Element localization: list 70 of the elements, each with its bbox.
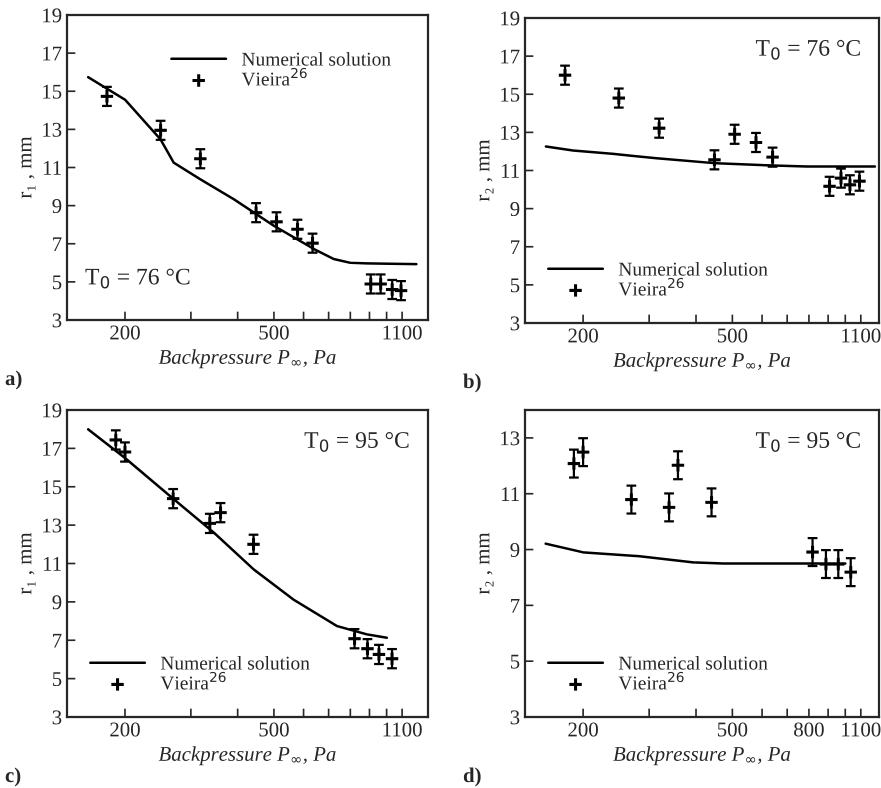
y-tick-label: 19 — [43, 403, 62, 418]
y-tick-label: 17 — [43, 442, 62, 456]
y-tick-label: 11 — [44, 556, 61, 571]
y-tick-label: 3 — [510, 710, 520, 724]
y-tick-label: 13 — [501, 431, 520, 446]
y-tick-label: 7 — [53, 634, 62, 648]
legend-label: Vieira$^{26}$ — [160, 672, 226, 690]
x-axis-title: Backpressure P$_{∞}$, Pa — [613, 746, 790, 766]
legend-label: Vieira$^{26}$ — [242, 68, 307, 86]
x-axis-title: Backpressure P$_{∞}$, Pa — [613, 352, 790, 372]
y-axis-title: r₂ , mm — [479, 532, 494, 594]
y-tick-label: 13 — [43, 518, 62, 533]
y-tick-label: 7 — [511, 598, 520, 613]
x-tick-label: 1100 — [383, 722, 422, 737]
y-tick-label: 3 — [510, 316, 520, 330]
x-tick-label: 500 — [260, 325, 289, 340]
x-tick-label: 800 — [794, 722, 824, 737]
y-tick-label: 5 — [52, 275, 62, 290]
legend-label: Numerical solution — [618, 656, 768, 670]
y-tick-label: 13 — [43, 122, 62, 137]
x-tick-label: 500 — [260, 722, 289, 737]
text: c) — [6, 768, 20, 786]
y-tick-label: 9 — [510, 202, 520, 216]
y-tick-label: 5 — [52, 672, 62, 686]
y-tick-label: 3 — [52, 710, 62, 724]
y-tick-label: 9 — [510, 542, 520, 557]
x-tick-label: 200 — [568, 328, 598, 343]
y-tick-label: 5 — [510, 278, 520, 292]
y-tick-label: 5 — [510, 654, 520, 669]
y-tick-label: 11 — [44, 160, 61, 175]
text: a) — [6, 370, 22, 390]
x-tick-label: 500 — [718, 328, 748, 343]
x-tick-label: 1100 — [383, 325, 422, 340]
y-tick-label: 9 — [52, 595, 62, 610]
text: b) — [463, 374, 481, 392]
x-tick-label: 1100 — [842, 722, 880, 737]
y-tick-label: 11 — [502, 487, 519, 501]
x-tick-label: 200 — [568, 722, 598, 737]
y-tick-label: 17 — [501, 50, 520, 64]
x-tick-label: 200 — [110, 722, 140, 737]
x-tick-label: 200 — [110, 325, 140, 340]
y-tick-label: 9 — [52, 199, 62, 214]
x-tick-label: 1100 — [842, 328, 880, 343]
y-tick-label: 3 — [52, 313, 62, 328]
y-tick-label: 17 — [43, 46, 62, 60]
y-tick-label: 7 — [53, 237, 62, 251]
y-tick-label: 7 — [511, 240, 520, 254]
legend-label: Numerical solution — [242, 52, 391, 66]
annotation: T$_{0}$ = 76 °C — [85, 268, 190, 288]
x-axis-title: Backpressure P$_{∞}$, Pa — [158, 349, 336, 368]
text: d) — [464, 768, 481, 786]
y-tick-label: 19 — [501, 11, 520, 26]
legend-label: Numerical solution — [160, 656, 310, 670]
annotation: T$_{0}$ = 95 °C — [304, 432, 409, 452]
y-tick-label: 11 — [502, 164, 519, 178]
legend-label: Numerical solution — [618, 262, 768, 276]
x-axis-title: Backpressure P$_{∞}$, Pa — [158, 746, 336, 766]
y-tick-label: 13 — [501, 126, 520, 140]
y-tick-label: 19 — [43, 8, 62, 22]
x-tick-label: 500 — [718, 722, 748, 737]
y-axis-title: r₁ , mm — [21, 532, 36, 594]
y-tick-label: 15 — [43, 84, 62, 99]
annotation: T$_{0}$ = 76 °C — [756, 40, 860, 60]
legend-label: Vieira$^{26}$ — [618, 672, 684, 690]
legend-label: Vieira$^{26}$ — [618, 278, 684, 296]
y-tick-label: 15 — [43, 480, 62, 494]
annotation: T$_{0}$ = 95 °C — [756, 432, 860, 452]
y-tick-label: 15 — [501, 88, 520, 102]
y-axis-title: r₂ , mm — [479, 140, 494, 202]
y-axis-title: r₁ , mm — [21, 136, 36, 198]
